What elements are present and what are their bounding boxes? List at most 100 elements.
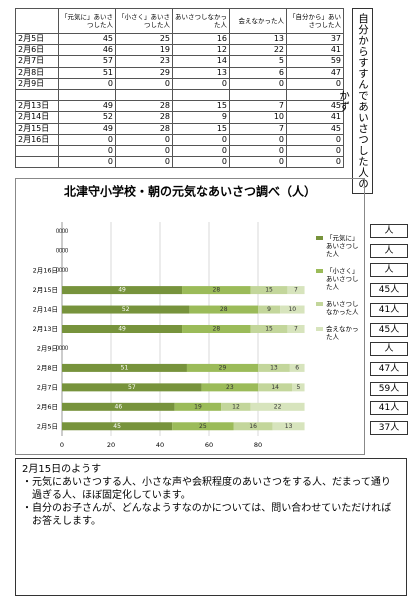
data-label: 10 <box>288 306 296 313</box>
side-label: 41人 <box>370 302 408 317</box>
y-tick-label: 2月13日 <box>33 325 58 333</box>
data-label: 9 <box>267 306 271 313</box>
table-row: 2月16日 0 0 0 0 0 <box>15 133 344 146</box>
data-label: 22 <box>274 403 282 410</box>
legend-swatch <box>316 269 323 273</box>
y-tick-label: 2月5日 <box>37 422 58 430</box>
table-row <box>15 88 344 102</box>
header-cell: 「自分から」あいさつした人 <box>286 8 344 34</box>
side-label: 人 <box>370 263 408 278</box>
chart-frame <box>15 178 365 455</box>
bar-segment <box>201 383 258 392</box>
legend-label: 「元気に」あいさつした人 <box>326 234 359 258</box>
bar-segment <box>250 286 288 295</box>
y-tick-label: 2月6日 <box>37 403 58 411</box>
y-tick-label: 2月8日 <box>37 364 58 372</box>
value-cell: 0 <box>286 133 344 146</box>
data-label: 7 <box>294 287 298 294</box>
bar-segment <box>233 422 273 431</box>
table-row: 2月7日 57 23 14 5 59 <box>15 55 344 68</box>
bar-segment <box>250 325 288 333</box>
y-tick-label: 2月7日 <box>37 383 58 391</box>
data-label: 15 <box>265 287 273 294</box>
legend-swatch <box>316 327 323 331</box>
data-label: 0 <box>65 267 69 274</box>
data-label: 28 <box>213 287 221 294</box>
bar-segment <box>289 363 305 372</box>
bar-segment <box>258 305 281 314</box>
date-cell: 2月16日 <box>15 133 59 146</box>
data-label: 49 <box>118 287 126 294</box>
side-label: 37人 <box>370 421 408 435</box>
notes-title: 2月15日のようす <box>22 464 102 475</box>
side-label: 41人 <box>370 401 408 416</box>
legend-entry: 「小さく」あいさつした人 <box>316 267 364 291</box>
data-label: 0 <box>59 228 63 235</box>
data-label: 7 <box>294 326 298 333</box>
bar-segment <box>62 286 183 295</box>
side-label: 45人 <box>370 322 408 337</box>
x-tick-label: 60 <box>205 441 213 449</box>
legend-entry: 会えなかった人 <box>316 325 364 341</box>
data-label: 15 <box>265 326 273 333</box>
data-label: 52 <box>122 306 130 313</box>
bar-segment <box>189 305 258 314</box>
legend-label: あいさつしなかった人 <box>326 300 359 316</box>
bar-segment <box>258 383 293 392</box>
x-tick-label: 20 <box>107 441 115 449</box>
x-tick-label: 80 <box>254 441 262 449</box>
value-cell: 0 <box>172 133 230 146</box>
value-cell: 0 <box>286 144 344 158</box>
value-cell: 0 <box>286 156 344 169</box>
side-label: 47人 <box>370 361 408 376</box>
data-label: 0 <box>59 345 63 352</box>
legend: 「元気に」あいさつした人 「小さく」あいさつした人あいさつしなかった人 会えなかった… <box>316 234 364 341</box>
side-title: 自分からすすんであいさつした人のかず <box>338 8 373 194</box>
bar-segment <box>287 325 305 333</box>
data-label: 0 <box>62 345 66 352</box>
notes: 2月15日のようす ・元気にあいさつする人、小さな声や会釈程度のあいさつをする人、… <box>15 458 407 596</box>
side-label: 人 <box>370 243 408 258</box>
bar-segment <box>62 402 175 411</box>
table-row: 2月6日 46 19 12 22 41 <box>15 44 344 57</box>
bar-segment <box>182 325 251 333</box>
bar-segment <box>172 422 234 431</box>
bar-segment <box>186 363 258 372</box>
data-label: 28 <box>220 306 228 313</box>
value-cell: 0 <box>58 144 116 158</box>
legend-entry: 「元気に」あいさつした人 <box>316 234 364 258</box>
bar-segment <box>287 286 305 295</box>
data-label: 45 <box>113 423 121 430</box>
y-tick-label: 2月15日 <box>33 286 58 294</box>
table-row: 2月5日 45 25 16 13 37 <box>15 32 344 46</box>
value-cell: 7 <box>229 122 287 135</box>
data-label: 0 <box>59 248 63 255</box>
data-label: 12 <box>232 403 240 410</box>
chart-title: 北津守小学校・朝の元気なあいさつ調べ（人） <box>64 184 316 199</box>
data-label: 0 <box>62 228 66 235</box>
side-label: 59人 <box>370 381 408 396</box>
side-label: 45人 <box>370 283 408 298</box>
data-label: 46 <box>115 403 123 410</box>
data-label: 0 <box>56 267 60 274</box>
bar-segment <box>62 305 190 314</box>
bar-segment <box>182 286 251 295</box>
data-label: 28 <box>213 326 221 333</box>
bar-segment <box>280 305 305 314</box>
data-label: 14 <box>271 384 279 391</box>
value-cell: 0 <box>115 144 173 158</box>
bar-segment <box>292 383 305 392</box>
data-label: 5 <box>297 384 301 391</box>
value-cell: 28 <box>115 122 173 135</box>
data-label: 0 <box>56 228 60 235</box>
data-label: 13 <box>270 364 278 371</box>
side-label: 人 <box>370 342 408 357</box>
data-table: 「元気に」あいさつした人 「小さく」あいさつした人 あいさつしなかった人 会えなかった… <box>15 8 344 169</box>
y-tick-label: 2月14日 <box>33 306 58 314</box>
bar-segment <box>258 363 290 372</box>
note-item: ・自分のお子さんが、どんなようすなのかについては、問い合わせていただければお答え… <box>22 503 392 527</box>
data-label: 0 <box>56 248 60 255</box>
